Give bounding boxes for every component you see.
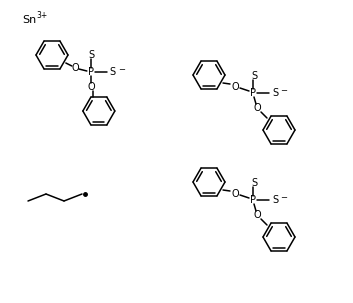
Text: O: O — [231, 189, 239, 199]
Text: P: P — [250, 195, 256, 205]
Text: S: S — [272, 88, 278, 98]
Text: S: S — [251, 71, 257, 81]
Text: P: P — [250, 88, 256, 98]
Text: −: − — [118, 65, 125, 75]
Text: O: O — [231, 82, 239, 92]
Text: S: S — [110, 67, 116, 77]
Text: Sn: Sn — [22, 15, 36, 25]
Text: −: − — [280, 86, 287, 95]
Text: P: P — [88, 67, 94, 77]
Text: 3+: 3+ — [36, 12, 47, 21]
Text: O: O — [87, 82, 95, 92]
Text: O: O — [71, 63, 79, 73]
Text: S: S — [89, 50, 95, 60]
Text: S: S — [272, 195, 278, 205]
Text: S: S — [251, 178, 257, 188]
Text: O: O — [253, 210, 261, 220]
Text: O: O — [253, 103, 261, 113]
Text: −: − — [280, 194, 287, 202]
